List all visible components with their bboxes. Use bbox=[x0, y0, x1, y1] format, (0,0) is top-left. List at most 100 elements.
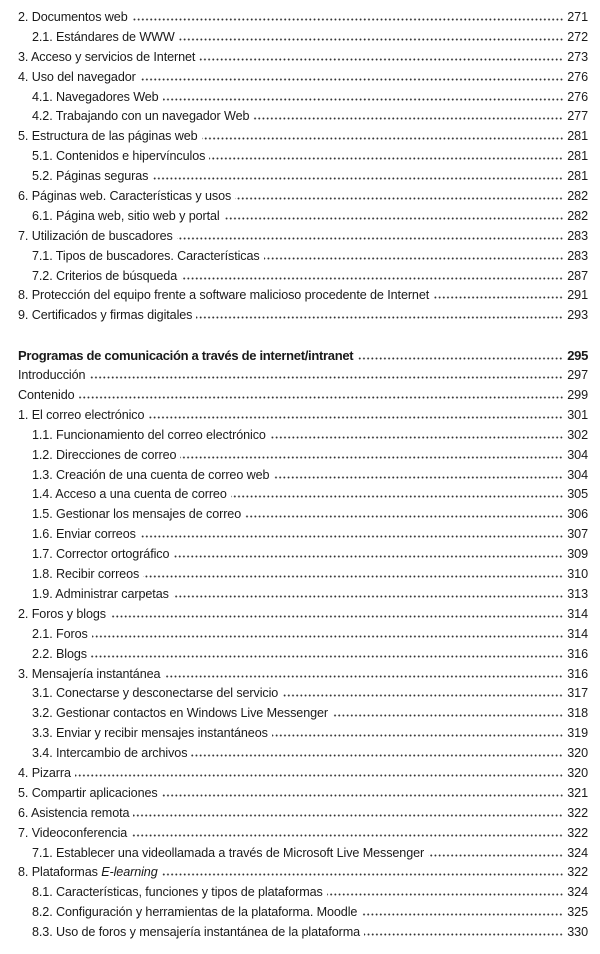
entry-title: 7. Videoconferencia bbox=[18, 825, 128, 840]
page-number: 320 bbox=[567, 765, 588, 780]
dot-leader bbox=[131, 11, 564, 21]
dot-leader bbox=[269, 428, 564, 439]
page-number: 283 bbox=[567, 248, 588, 263]
page-number: 310 bbox=[567, 567, 588, 582]
toc-entry: Contenido 299 bbox=[0, 386, 600, 406]
entry-title: 3. Acceso y servicios de Internet bbox=[18, 49, 196, 64]
entry-label: 8.1. Características, funciones y tipos … bbox=[32, 883, 323, 903]
dot-leader bbox=[282, 687, 564, 698]
page-number: 291 bbox=[567, 288, 588, 303]
page-number: 324 bbox=[567, 885, 588, 900]
toc-entry: 2.1. Estándares de WWW 272 bbox=[0, 28, 600, 48]
entry-label: 6. Páginas web. Características y usos bbox=[18, 187, 231, 207]
dot-leader bbox=[196, 309, 564, 320]
page-number: 314 bbox=[567, 626, 588, 641]
dot-leader bbox=[235, 190, 564, 201]
entry-label: 2.1. Foros bbox=[32, 625, 88, 645]
page-number: 316 bbox=[567, 666, 588, 681]
entry-label: 1.2. Direcciones de correo bbox=[32, 446, 177, 466]
dot-leader bbox=[223, 209, 564, 220]
toc-entry: 4. Uso del navegador 276 bbox=[0, 68, 600, 88]
dot-leader bbox=[172, 587, 564, 598]
entry-title: 7. Utilización de buscadores bbox=[18, 228, 173, 243]
page-number: 293 bbox=[567, 308, 588, 323]
entry-title: Programas de comunicación a través de in… bbox=[18, 348, 354, 364]
dot-leader bbox=[263, 249, 564, 260]
toc-entry: 1.5. Gestionar los mensajes de correo 306 bbox=[0, 505, 600, 525]
page-number: 276 bbox=[567, 69, 588, 84]
dot-leader bbox=[433, 289, 564, 300]
page-number: 301 bbox=[567, 407, 588, 422]
page-number: 281 bbox=[567, 169, 588, 184]
entry-title: 8. Protección del equipo frente a softwa… bbox=[18, 288, 430, 303]
entry-title-italic: E-learning bbox=[101, 865, 158, 880]
entry-label: 4. Uso del navegador bbox=[18, 68, 136, 88]
toc-entry: 7.2. Criterios de búsqueda 287 bbox=[0, 267, 600, 287]
dot-leader bbox=[91, 647, 564, 658]
page-number: 295 bbox=[567, 348, 588, 364]
toc-entry: 1.3. Creación de una cuenta de correo we… bbox=[0, 466, 600, 486]
dot-leader bbox=[162, 90, 564, 101]
page-number: 299 bbox=[567, 388, 588, 403]
dot-leader bbox=[89, 369, 564, 380]
dot-leader bbox=[110, 607, 564, 618]
dot-leader bbox=[161, 786, 564, 797]
entry-title: 3. Mensajería instantánea bbox=[18, 666, 161, 681]
toc-entry: 3.1. Conectarse y desconectarse del serv… bbox=[0, 684, 600, 704]
dot-leader bbox=[253, 110, 564, 121]
toc-entry: 6.1. Página web, sitio web y portal 282 bbox=[0, 207, 600, 227]
toc-entry: 8.1. Características, funciones y tipos … bbox=[0, 883, 600, 903]
entry-title: 3.4. Intercambio de archivos bbox=[32, 746, 188, 761]
dot-leader bbox=[143, 568, 564, 579]
dot-leader bbox=[209, 150, 564, 161]
page-number: 306 bbox=[567, 507, 588, 522]
entry-title: 1.7. Corrector ortográfico bbox=[32, 547, 170, 562]
entry-label: 3.4. Intercambio de archivos bbox=[32, 744, 188, 764]
entry-title: 1.9. Administrar carpetas bbox=[32, 586, 169, 601]
entry-label: 1.4. Acceso a una cuenta de correo bbox=[32, 485, 227, 505]
entry-title: 1.1. Funcionamiento del correo electróni… bbox=[32, 427, 266, 442]
dot-leader bbox=[176, 229, 564, 240]
dot-leader bbox=[201, 130, 564, 141]
page-number: 309 bbox=[567, 547, 588, 562]
entry-title: 5.2. Páginas seguras bbox=[32, 169, 149, 184]
entry-label: 2. Foros y blogs bbox=[18, 605, 106, 625]
entry-label: 7.2. Criterios de búsqueda bbox=[32, 267, 177, 287]
toc-entry: 4.1. Navegadores Web 276 bbox=[0, 88, 600, 108]
entry-title: 8.1. Características, funciones y tipos … bbox=[32, 885, 323, 900]
toc-entry: 5. Compartir aplicaciones 321 bbox=[0, 784, 600, 804]
dot-leader bbox=[161, 866, 564, 877]
page-number: 302 bbox=[567, 427, 588, 442]
entry-label: Introducción bbox=[18, 366, 86, 386]
entry-label: 3. Mensajería instantánea bbox=[18, 665, 161, 685]
toc-entry: 1.4. Acceso a una cuenta de correo 305 bbox=[0, 485, 600, 505]
entry-title: 1.2. Direcciones de correo bbox=[32, 447, 177, 462]
entry-title: 7.1. Establecer una videollamada a travé… bbox=[32, 845, 425, 860]
entry-title: 6. Páginas web. Características y usos bbox=[18, 189, 232, 204]
dot-leader bbox=[273, 468, 564, 479]
toc-entry: 1.9. Administrar carpetas 313 bbox=[0, 585, 600, 605]
toc-entry: 1. El correo electrónico 301 bbox=[0, 406, 600, 426]
entry-label: 3.2. Gestionar contactos en Windows Live… bbox=[32, 704, 328, 724]
entry-label: 7.1. Establecer una videollamada a travé… bbox=[32, 844, 424, 864]
entry-title: 1.4. Acceso a una cuenta de correo bbox=[32, 487, 227, 502]
page-number: 287 bbox=[567, 268, 588, 283]
page-number: 322 bbox=[567, 805, 588, 820]
entry-label: 9. Certificados y firmas digitales bbox=[18, 306, 192, 326]
toc-entry: 1.1. Funcionamiento del correo electróni… bbox=[0, 426, 600, 446]
entry-label: 7. Utilización de buscadores bbox=[18, 227, 173, 247]
entry-label: 1.1. Funcionamiento del correo electróni… bbox=[32, 426, 266, 446]
dot-leader bbox=[173, 548, 564, 559]
entry-label: 8. Plataformas E-learning bbox=[18, 863, 158, 883]
page-number: 324 bbox=[567, 845, 588, 860]
dot-leader bbox=[178, 30, 564, 41]
entry-title: 2.1. Estándares de WWW bbox=[32, 29, 175, 44]
entry-label: 2.1. Estándares de WWW bbox=[32, 28, 175, 48]
toc-entry: 4.2. Trabajando con un navegador Web 277 bbox=[0, 107, 600, 127]
entry-label: 6.1. Página web, sitio web y portal bbox=[32, 207, 220, 227]
toc-entry: 2. Documentos web 271 bbox=[0, 8, 600, 28]
toc-entry: 1.6. Enviar correos 307 bbox=[0, 525, 600, 545]
entry-label: 4.1. Navegadores Web bbox=[32, 88, 159, 108]
entry-title: 1. El correo electrónico bbox=[18, 407, 145, 422]
entry-title: 1.6. Enviar correos bbox=[32, 527, 136, 542]
